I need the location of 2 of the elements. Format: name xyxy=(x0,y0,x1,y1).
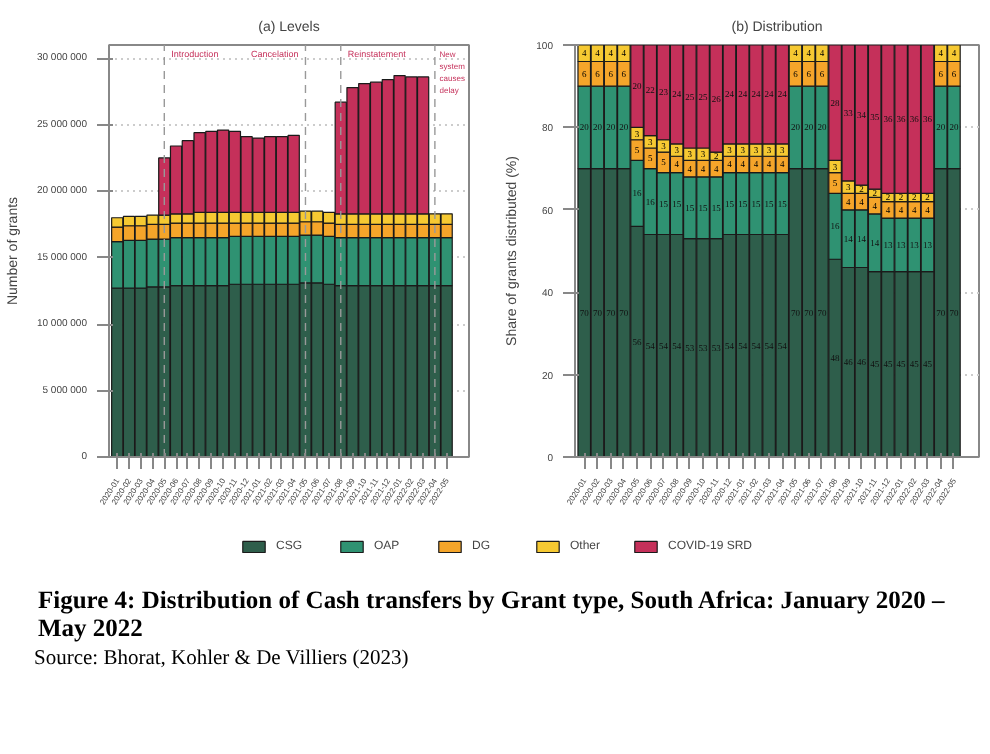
source-note: Source: Bhorat, Kohler & De Villiers (2023) xyxy=(34,646,411,674)
caption: Figure 4: Distribution of Cash transfers by Grant type, South Africa: January 2020 – May 2022 xyxy=(38,586,947,642)
